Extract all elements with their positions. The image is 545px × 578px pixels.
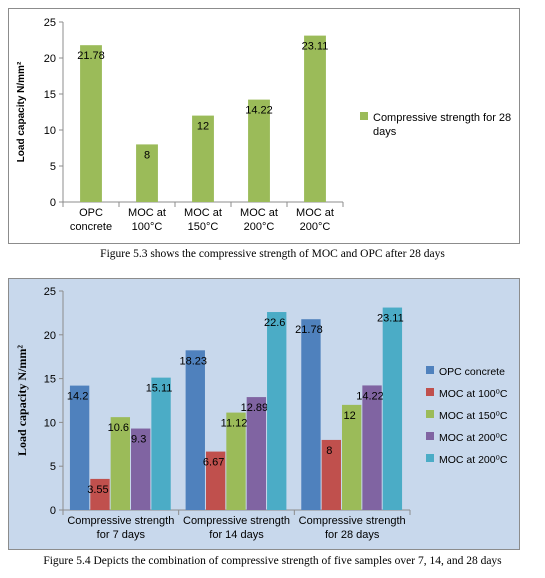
legend-label: Compressive strength for 28 days: [373, 112, 511, 138]
legend-label: OPC concrete: [439, 366, 505, 378]
x-category-label: OPC concrete: [70, 207, 112, 233]
y-tick-label: 0: [50, 505, 56, 517]
bar: [226, 412, 246, 510]
figure-5-4-caption: Figure 5.4 Depicts the combination of co…: [43, 555, 502, 567]
data-label: 23.11: [377, 313, 404, 325]
legend-label: MOC at 200⁰C: [439, 432, 508, 444]
legend-swatch: [426, 432, 434, 440]
bar: [341, 404, 362, 510]
bar: [205, 451, 226, 510]
data-label: 18.23: [180, 355, 208, 367]
x-category-label: Compressive strength for 14 days: [183, 515, 290, 541]
y-tick-label: 25: [44, 17, 56, 29]
bar: [267, 312, 287, 510]
data-label: 8: [326, 445, 332, 457]
x-category-label: MOC at 100°C: [128, 207, 166, 233]
bar: [136, 144, 158, 202]
data-label: 14.22: [356, 390, 384, 402]
legend-label: MOC at 100⁰C: [439, 388, 508, 400]
x-category-label: Compressive strength for 28 days: [299, 515, 406, 541]
data-label: 23.11: [302, 41, 329, 53]
y-axis-label: Load capacity N/mm²: [16, 61, 27, 162]
bar: [110, 417, 131, 510]
y-tick-label: 20: [44, 53, 56, 65]
y-tick-label: 0: [50, 197, 56, 209]
bar: [192, 115, 214, 202]
data-label: 22.6: [264, 317, 285, 329]
figure-5-3-caption: Figure 5.3 shows the compressive strengt…: [100, 248, 445, 260]
y-tick-label: 5: [50, 461, 56, 473]
bar: [304, 35, 326, 202]
y-tick-label: 20: [44, 330, 56, 342]
y-tick-label: 15: [44, 89, 56, 101]
data-label: 11.12: [221, 418, 248, 430]
legend-swatch: [426, 410, 434, 418]
data-label: 15.11: [146, 383, 173, 395]
data-label: 21.78: [77, 50, 105, 62]
data-label: 9.3: [131, 434, 146, 446]
legend-label: MOC at 200⁰C: [439, 454, 508, 466]
data-label: 14.22: [245, 105, 273, 117]
data-label: 14.2: [67, 391, 88, 403]
legend-swatch: [426, 454, 434, 462]
data-label: 12: [344, 410, 356, 422]
data-label: 12.89: [241, 402, 269, 414]
chart-7-14-28-days: 0 5 10 15 20 25 Load capacity N/mm² Compressive…: [8, 278, 520, 550]
x-category-label: MOC at 150°C: [184, 207, 222, 233]
legend-swatch: [360, 112, 368, 120]
y-tick-label: 25: [44, 286, 56, 298]
bar: [248, 99, 270, 202]
bar: [90, 478, 110, 510]
legend-swatch: [426, 388, 434, 396]
bar: [151, 377, 171, 510]
figure-5-3: 0 5 10 15 20 25 Load capacity N/mm² OPC concrete…: [8, 8, 520, 244]
y-tick-label: 10: [44, 125, 56, 137]
bar: [131, 428, 151, 510]
bar: [80, 45, 102, 203]
data-label: 12: [197, 121, 209, 133]
y-axis-label: Load capacity N/mm²: [15, 345, 29, 456]
x-category-label: Compressive strength for 7 days: [67, 515, 174, 541]
legend-label: MOC at 150⁰C: [439, 410, 508, 422]
data-label: 3.55: [87, 484, 108, 496]
bar: [246, 397, 267, 510]
bar: [362, 385, 382, 510]
chart-28-days: 0 5 10 15 20 25 Load capacity N/mm² OPC concrete…: [8, 8, 520, 244]
figure-5-4: 0 5 10 15 20 25 Load capacity N/mm² Compressive…: [8, 278, 520, 550]
data-label: 8: [144, 149, 150, 161]
legend-swatch: [426, 366, 434, 374]
y-tick-label: 10: [44, 417, 56, 429]
bar: [301, 319, 321, 510]
data-label: 21.78: [295, 324, 323, 336]
y-tick-label: 5: [50, 161, 56, 173]
bar: [382, 307, 403, 510]
x-category-label: MOC at 200°C: [296, 207, 334, 233]
x-category-label: MOC at 200°C: [240, 207, 278, 233]
data-label: 6.67: [203, 457, 224, 469]
data-label: 10.6: [108, 422, 129, 434]
bar: [185, 350, 205, 510]
bar: [321, 439, 341, 510]
bar: [69, 385, 90, 510]
y-tick-label: 15: [44, 374, 56, 386]
